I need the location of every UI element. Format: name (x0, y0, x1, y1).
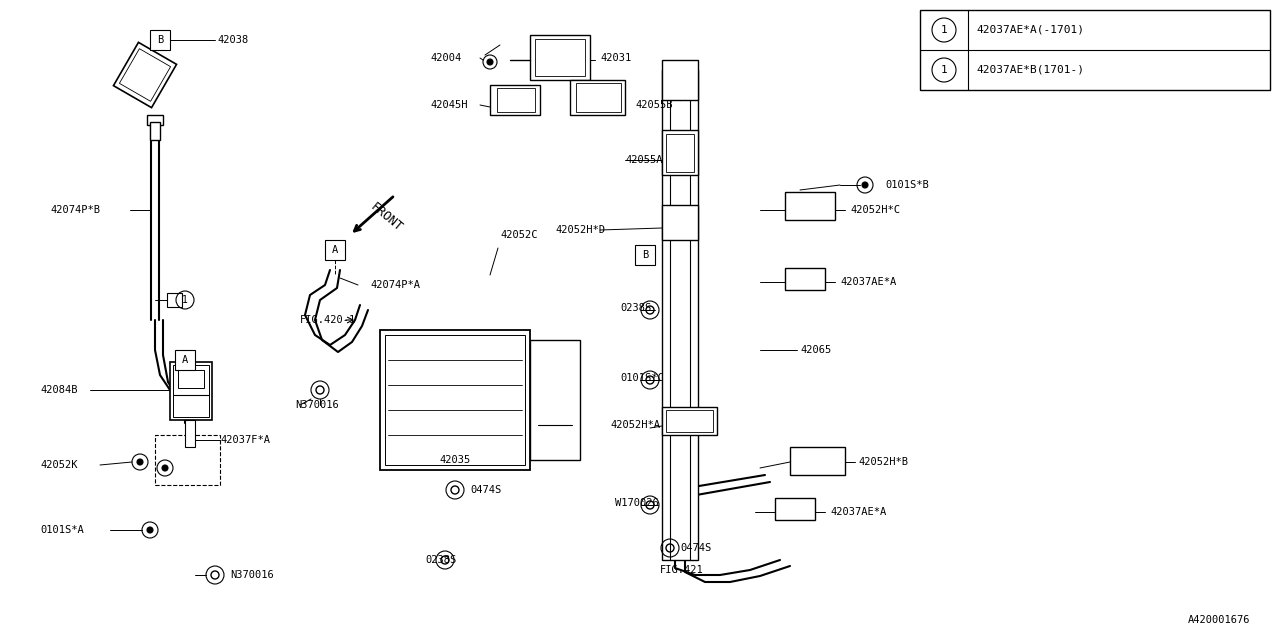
Text: 42065: 42065 (800, 345, 831, 355)
Bar (497, 88, 535, 112)
Text: B: B (641, 250, 648, 260)
Bar (530, 35, 590, 80)
Text: A: A (332, 245, 338, 255)
Bar (790, 447, 845, 475)
Text: 42045H: 42045H (430, 100, 467, 110)
Text: 42055A: 42055A (625, 155, 663, 165)
Bar (662, 70, 698, 560)
Text: A420001676: A420001676 (1188, 615, 1251, 625)
Text: FIG.421: FIG.421 (660, 565, 704, 575)
Text: 1: 1 (182, 295, 188, 305)
Circle shape (486, 59, 493, 65)
Text: 42037AE*A: 42037AE*A (840, 277, 896, 287)
Bar (530, 340, 580, 460)
Text: 42084B: 42084B (40, 385, 78, 395)
Text: 0474S: 0474S (470, 485, 502, 495)
Bar (662, 407, 717, 435)
Text: 0101S*C: 0101S*C (620, 373, 664, 383)
Bar (186, 420, 195, 447)
Text: 0101S*B: 0101S*B (884, 180, 929, 190)
Bar (662, 60, 698, 100)
Bar (114, 42, 177, 108)
Text: 42035: 42035 (439, 455, 471, 465)
Bar (635, 245, 655, 265)
Bar (155, 435, 220, 485)
Bar (175, 350, 195, 370)
Bar (147, 115, 163, 125)
Bar (150, 30, 170, 50)
Text: 42037F*A: 42037F*A (220, 435, 270, 445)
Text: 42052H*A: 42052H*A (611, 420, 660, 430)
Bar (774, 498, 815, 520)
Text: 42031: 42031 (600, 53, 631, 63)
Circle shape (147, 527, 154, 533)
Text: B: B (157, 35, 163, 45)
Bar (785, 268, 826, 290)
Text: A: A (182, 355, 188, 365)
Bar (490, 85, 540, 115)
Bar (570, 80, 625, 115)
Text: 1: 1 (941, 65, 947, 75)
Bar (576, 83, 621, 112)
Text: 42074P*B: 42074P*B (50, 205, 100, 215)
Text: 42004: 42004 (430, 53, 461, 63)
Bar (920, 10, 1270, 90)
Bar (666, 134, 694, 172)
Bar (170, 362, 212, 420)
Bar (662, 130, 698, 175)
Text: FRONT: FRONT (369, 200, 404, 234)
Text: 42055B: 42055B (635, 100, 672, 110)
Bar (380, 330, 530, 470)
Text: 42052H*B: 42052H*B (858, 457, 908, 467)
Text: 42037AE*A(-1701): 42037AE*A(-1701) (977, 25, 1084, 35)
Bar (173, 365, 209, 417)
Text: 42052C: 42052C (500, 230, 538, 240)
Text: 42038: 42038 (218, 35, 248, 45)
Bar (662, 205, 698, 240)
Text: FIG.420-1: FIG.420-1 (300, 315, 356, 325)
Bar (666, 410, 713, 432)
Bar (535, 39, 585, 76)
Text: W170026: W170026 (614, 498, 659, 508)
Text: 42052H*D: 42052H*D (556, 225, 605, 235)
Text: 42052K: 42052K (40, 460, 78, 470)
Circle shape (861, 182, 868, 188)
Text: 42037AE*B(1701-): 42037AE*B(1701-) (977, 65, 1084, 75)
Text: 0238S: 0238S (620, 303, 652, 313)
Text: 42052H*C: 42052H*C (850, 205, 900, 215)
Text: 0238S: 0238S (425, 555, 456, 565)
Bar (150, 122, 160, 140)
Bar (325, 240, 346, 260)
Bar (166, 293, 182, 307)
Bar (178, 370, 204, 388)
Bar (385, 335, 525, 465)
Text: 42037AE*A: 42037AE*A (829, 507, 886, 517)
Text: 1: 1 (941, 25, 947, 35)
Bar (785, 192, 835, 220)
Text: N370016: N370016 (230, 570, 274, 580)
Text: 42074P*A: 42074P*A (370, 280, 420, 290)
Circle shape (163, 465, 168, 471)
Text: N370016: N370016 (294, 400, 339, 410)
Bar (119, 49, 170, 101)
Circle shape (137, 459, 143, 465)
Text: 0474S: 0474S (680, 543, 712, 553)
Text: 0101S*A: 0101S*A (40, 525, 83, 535)
